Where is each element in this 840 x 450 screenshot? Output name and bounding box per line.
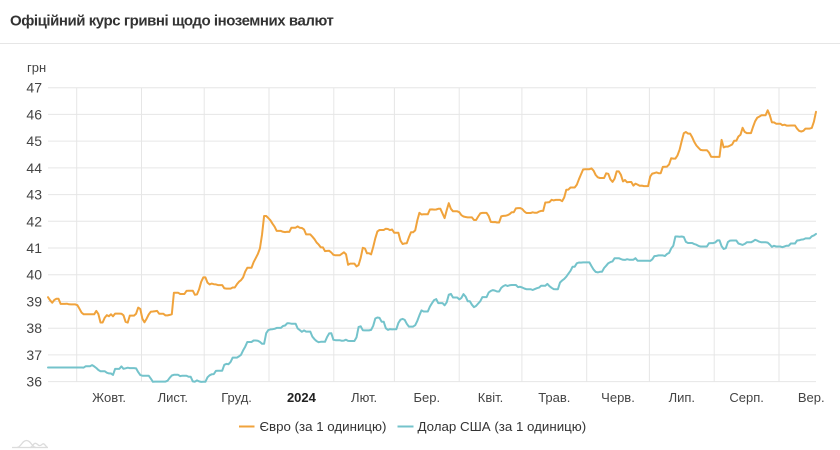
svg-text:Лют.: Лют. xyxy=(351,390,377,405)
svg-text:Офіційний курс гривні щодо іно: Офіційний курс гривні щодо іноземних вал… xyxy=(10,13,333,30)
svg-text:Долар США (за 1 одиницю): Долар США (за 1 одиницю) xyxy=(418,419,587,434)
svg-text:Трав.: Трав. xyxy=(538,390,570,405)
svg-text:Лист.: Лист. xyxy=(158,390,188,405)
svg-text:Черв.: Черв. xyxy=(601,390,635,405)
svg-text:46: 46 xyxy=(26,106,42,122)
svg-text:Вер.: Вер. xyxy=(798,390,825,405)
svg-text:2024: 2024 xyxy=(287,390,317,405)
svg-text:Євро (за 1 одиницю): Євро (за 1 одиницю) xyxy=(260,419,387,434)
svg-text:Лип.: Лип. xyxy=(669,390,695,405)
svg-text:40: 40 xyxy=(26,267,42,283)
svg-text:36: 36 xyxy=(26,374,42,390)
svg-text:Серп.: Серп. xyxy=(729,390,764,405)
svg-text:44: 44 xyxy=(26,160,42,176)
svg-text:42: 42 xyxy=(26,213,42,229)
svg-text:Квіт.: Квіт. xyxy=(478,390,504,405)
svg-text:43: 43 xyxy=(26,187,42,203)
svg-text:Жовт.: Жовт. xyxy=(92,390,126,405)
svg-text:45: 45 xyxy=(26,133,42,149)
svg-text:47: 47 xyxy=(26,80,42,96)
svg-text:41: 41 xyxy=(26,240,42,256)
svg-text:Груд.: Груд. xyxy=(221,390,252,405)
svg-text:38: 38 xyxy=(26,320,42,336)
svg-text:Бер.: Бер. xyxy=(413,390,440,405)
svg-text:39: 39 xyxy=(26,294,42,310)
svg-text:37: 37 xyxy=(26,347,42,363)
svg-text:грн: грн xyxy=(27,60,46,75)
